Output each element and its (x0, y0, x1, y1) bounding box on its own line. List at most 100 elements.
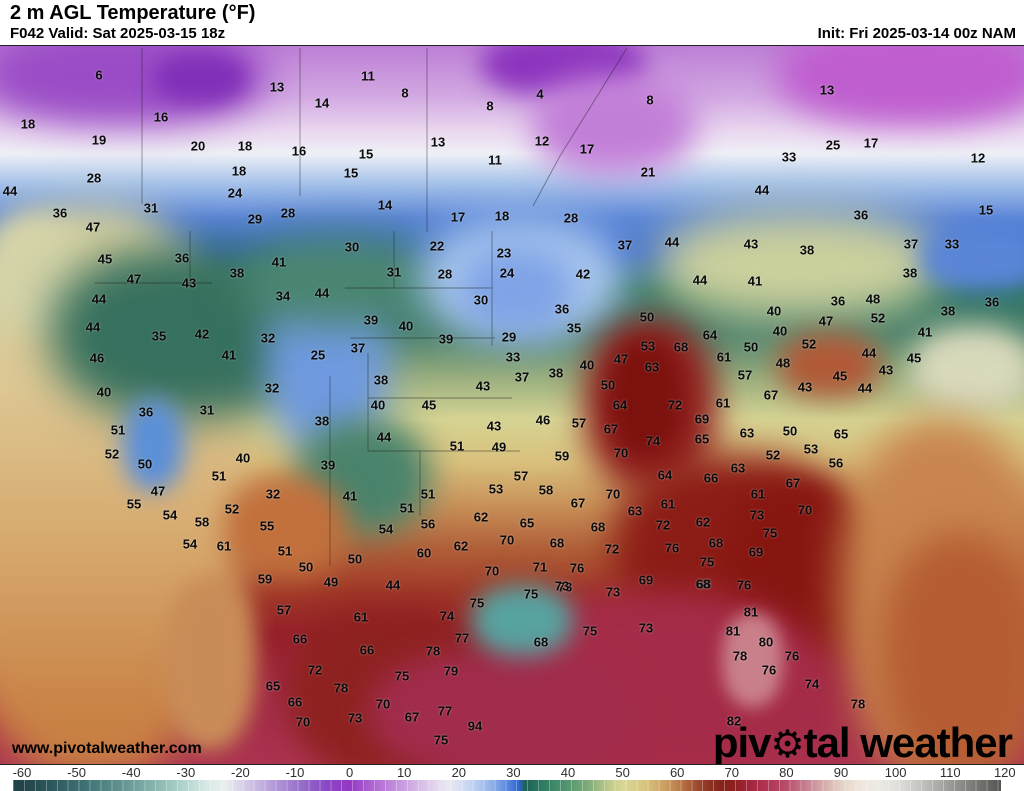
temp-label: 62 (453, 538, 469, 554)
temp-label: 38 (940, 303, 956, 319)
temp-label: 76 (664, 540, 680, 556)
temp-label: 53 (803, 441, 819, 457)
temp-label: 45 (97, 251, 113, 267)
temp-label: 46 (89, 350, 105, 366)
temp-label: 11 (488, 152, 502, 168)
temp-label: 72 (667, 397, 683, 413)
temp-label: 53 (640, 338, 656, 354)
temp-label: 73 (347, 710, 363, 726)
temp-label: 44 (664, 234, 680, 250)
map-field-hudson-purple (532, 74, 697, 176)
temp-label: 41 (221, 347, 237, 363)
temp-label: 70 (605, 486, 621, 502)
temp-label: 38 (229, 265, 245, 281)
temp-label: 55 (126, 496, 142, 512)
temp-label: 94 (467, 718, 483, 734)
colorbar-tick: 40 (560, 765, 576, 780)
temp-label: 29 (247, 211, 263, 227)
temp-label: 50 (782, 423, 798, 439)
temp-label: 72 (307, 662, 323, 678)
temp-label: 30 (473, 292, 489, 308)
temp-label: 13 (819, 82, 835, 98)
temp-label: 55 (259, 518, 275, 534)
temp-label: 68 (533, 634, 549, 650)
map-field-mexico-crimson (368, 649, 635, 764)
temp-label: 78 (850, 696, 866, 712)
temp-label: 40 (772, 323, 788, 339)
temp-label: 73 (605, 584, 621, 600)
temp-label: 66 (703, 470, 719, 486)
temp-label: 44 (861, 345, 877, 361)
forecast-valid-time: F042 Valid: Sat 2025-03-15 18z (10, 25, 226, 42)
temp-label: 80 (758, 634, 774, 650)
temp-label: 40 (398, 318, 414, 334)
temp-label: 68 (590, 519, 606, 535)
temp-label: 32 (260, 330, 276, 346)
temp-label: 39 (363, 312, 379, 328)
temp-label: 36 (984, 294, 1000, 310)
temp-label: 52 (801, 336, 817, 352)
colorbar-tick: -60 (12, 765, 32, 780)
temp-label: 31 (143, 200, 159, 216)
temp-label: 48 (775, 355, 791, 371)
temp-label: 36 (52, 205, 68, 221)
temp-label: 36 (138, 404, 154, 420)
temp-label: 72 (604, 541, 620, 557)
temp-label: 32 (265, 486, 281, 502)
temp-label: 44 (314, 285, 330, 301)
temp-label: 35 (566, 320, 582, 336)
temp-label: 38 (373, 372, 389, 388)
temp-label: 73 (554, 578, 570, 594)
temp-label: 42 (194, 326, 210, 342)
temp-label: 22 (429, 238, 445, 254)
temp-label: 39 (320, 457, 336, 473)
temp-label: 37 (617, 237, 633, 253)
temp-label: 47 (150, 483, 166, 499)
temp-label: 75 (699, 554, 715, 570)
temp-label: 75 (394, 668, 410, 684)
temp-label: 75 (469, 595, 485, 611)
temp-label: 63 (627, 503, 643, 519)
temp-label: 61 (750, 486, 766, 502)
temp-label: 14 (314, 95, 330, 111)
temp-label: 67 (404, 709, 420, 725)
temp-label: 67 (763, 387, 779, 403)
temp-label: 66 (292, 631, 308, 647)
temp-label: 34 (275, 288, 291, 304)
temp-label: 47 (126, 271, 142, 287)
temp-label: 8 (646, 92, 654, 108)
pivotal-weather-logo: piv⚙tal weather (713, 719, 1013, 765)
logo-text-post: tal weather (803, 719, 1013, 765)
temp-label: 70 (295, 714, 311, 730)
temp-label: 15 (978, 202, 994, 218)
model-init-time: Init: Fri 2025-03-14 00z NAM (817, 25, 1016, 42)
temp-label: 69 (694, 411, 710, 427)
temp-label: 44 (754, 182, 770, 198)
temp-label: 76 (736, 577, 752, 593)
temp-label: 33 (944, 236, 960, 252)
temp-label: 43 (475, 378, 491, 394)
temp-label: 44 (91, 291, 107, 307)
temp-label: 41 (747, 273, 763, 289)
temp-label: 57 (513, 468, 529, 484)
temp-label: 44 (85, 319, 101, 335)
colorbar-segment-lines (13, 780, 1001, 791)
map-field-sierra-blue (122, 397, 185, 492)
map-field-atlantic-warm2 (880, 534, 1024, 764)
temp-label: 73 (638, 620, 654, 636)
temp-label: 28 (437, 266, 453, 282)
temp-label: 16 (153, 109, 169, 125)
colorbar: -60 -50 -40 -30 -20 -10 0 10 20 30 40 50 60 70 80 90 100… (0, 765, 1024, 791)
temp-label: 47 (85, 219, 101, 235)
temp-label: 14 (377, 197, 393, 213)
temp-label: 63 (644, 359, 660, 375)
temp-label: 40 (370, 397, 386, 413)
temp-label: 44 (2, 183, 18, 199)
temp-label: 62 (473, 509, 489, 525)
temp-label: 4 (536, 86, 544, 102)
temp-label: 64 (657, 467, 673, 483)
temp-label: 64 (702, 327, 718, 343)
temp-label: 76 (784, 648, 800, 664)
temp-label: 15 (343, 165, 359, 181)
